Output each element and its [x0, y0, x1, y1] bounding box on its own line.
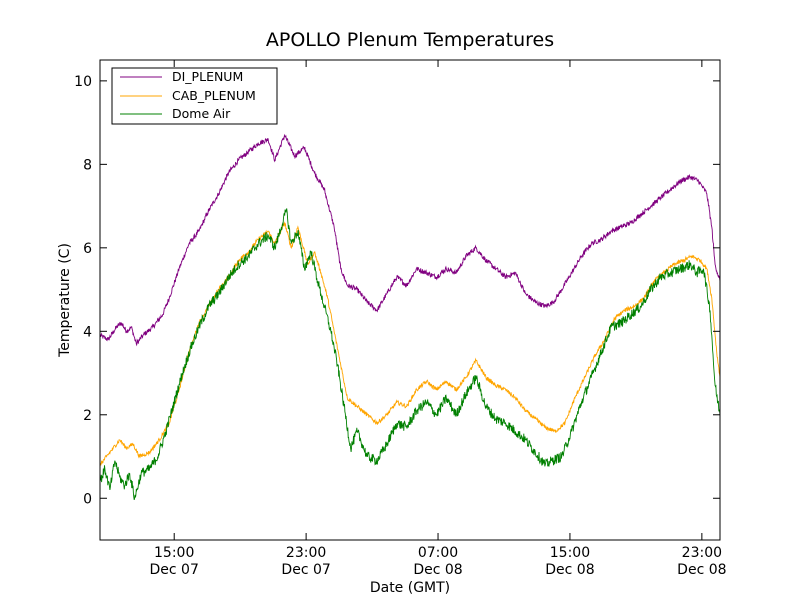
legend: DI_PLENUM CAB_PLENUM Dome Air — [111, 67, 278, 125]
x-tick-date-label: Dec 08 — [677, 562, 726, 578]
x-tick-time-label: 07:00 — [418, 545, 458, 561]
y-tick-label: 6 — [83, 241, 92, 257]
legend-label-cab-plenum: CAB_PLENUM — [172, 88, 256, 103]
x-tick-date-label: Dec 07 — [150, 562, 199, 578]
y-tick-label: 8 — [83, 157, 92, 173]
series-line-di-plenum — [99, 133, 721, 347]
y-tick-label: 0 — [83, 491, 92, 507]
x-tick-time-label: 15:00 — [154, 545, 194, 561]
y-axis-label: Temperature (C) — [57, 243, 73, 358]
series-line-cab-plenum — [99, 221, 721, 466]
x-tick-time-label: 23:00 — [286, 545, 326, 561]
y-tick-label: 2 — [83, 408, 92, 424]
x-axis-label: Date (GMT) — [370, 580, 450, 596]
x-tick-time-label: 15:00 — [550, 545, 590, 561]
legend-label-di-plenum: DI_PLENUM — [172, 69, 243, 84]
y-tick-label: 10 — [74, 74, 92, 90]
x-tick-date-label: Dec 08 — [545, 562, 594, 578]
plot-frame — [99, 59, 721, 541]
y-axis-ticks: 0 2 4 6 8 10 — [74, 74, 720, 507]
x-tick-date-label: Dec 07 — [281, 562, 330, 578]
x-tick-date-label: Dec 08 — [413, 562, 462, 578]
series-layer — [99, 133, 721, 500]
legend-label-dome-air: Dome Air — [172, 106, 231, 121]
chart-title: APOLLO Plenum Temperatures — [266, 29, 554, 51]
x-tick-time-label: 23:00 — [682, 545, 722, 561]
y-tick-label: 4 — [83, 324, 92, 340]
series-line-dome-air — [99, 208, 721, 500]
